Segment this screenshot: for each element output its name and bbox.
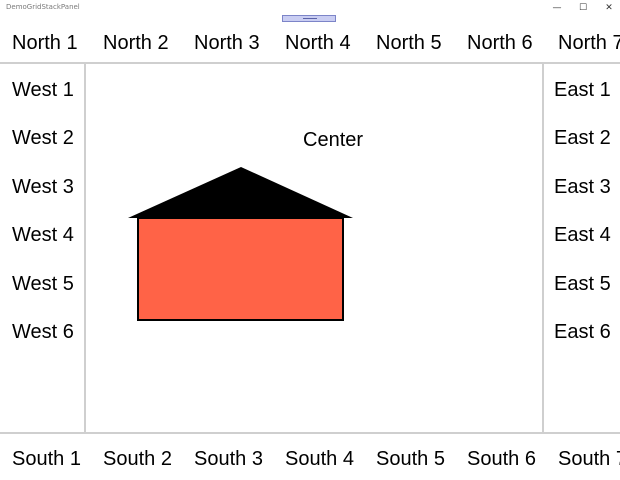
west-item-1: West 1 bbox=[12, 79, 74, 101]
east-item-5: East 5 bbox=[554, 272, 611, 295]
minimize-button[interactable]: — bbox=[552, 3, 562, 13]
north-divider bbox=[0, 62, 620, 64]
east-item-6: East 6 bbox=[554, 320, 611, 343]
east-item-3: East 3 bbox=[554, 175, 611, 198]
west-item-2: West 2 bbox=[12, 127, 74, 150]
south-item-2: South 2 bbox=[103, 448, 172, 470]
west-item-3: West 3 bbox=[12, 175, 74, 198]
south-item-7: South 7 bbox=[558, 448, 620, 470]
east-divider bbox=[542, 64, 544, 433]
west-stack-panel: West 1 West 2 West 3 West 4 West 5 West 6 bbox=[0, 66, 84, 356]
north-item-7: North 7 bbox=[558, 32, 620, 54]
east-item-1: East 1 bbox=[554, 79, 611, 101]
drag-handle[interactable] bbox=[282, 15, 336, 22]
grip-icon bbox=[303, 18, 317, 19]
south-item-6: South 6 bbox=[467, 448, 536, 470]
north-item-5: North 5 bbox=[376, 32, 442, 54]
maximize-button[interactable]: ☐ bbox=[578, 3, 588, 13]
west-item-5: West 5 bbox=[12, 272, 74, 295]
east-item-4: East 4 bbox=[554, 224, 611, 247]
south-item-4: South 4 bbox=[285, 448, 354, 470]
south-item-3: South 3 bbox=[194, 448, 263, 470]
south-divider bbox=[0, 432, 620, 434]
east-stack-panel: East 1 East 2 East 3 East 4 East 5 East 6 bbox=[544, 66, 620, 356]
west-item-4: West 4 bbox=[12, 224, 74, 247]
app-title: DemoGridStackPanel bbox=[6, 3, 80, 11]
house-body bbox=[137, 217, 344, 321]
south-stack-panel: South 1 South 2 South 3 South 4 South 5 South… bbox=[0, 440, 620, 480]
south-item-1: South 1 bbox=[12, 448, 81, 470]
west-divider bbox=[84, 64, 86, 433]
title-bar: DemoGridStackPanel — ☐ ✕ bbox=[0, 0, 620, 16]
north-item-6: North 6 bbox=[467, 32, 533, 54]
north-item-3: North 3 bbox=[194, 32, 260, 54]
north-item-4: North 4 bbox=[285, 32, 351, 54]
close-button[interactable]: ✕ bbox=[605, 3, 613, 13]
north-item-1: North 1 bbox=[12, 32, 78, 54]
north-item-2: North 2 bbox=[103, 32, 169, 54]
east-item-2: East 2 bbox=[554, 127, 611, 150]
north-stack-panel: North 1 North 2 North 3 North 4 North 5 North… bbox=[0, 24, 620, 62]
west-item-6: West 6 bbox=[12, 320, 74, 343]
roof-shape bbox=[128, 167, 353, 218]
center-label: Center bbox=[303, 129, 364, 151]
south-item-5: South 5 bbox=[376, 448, 445, 470]
